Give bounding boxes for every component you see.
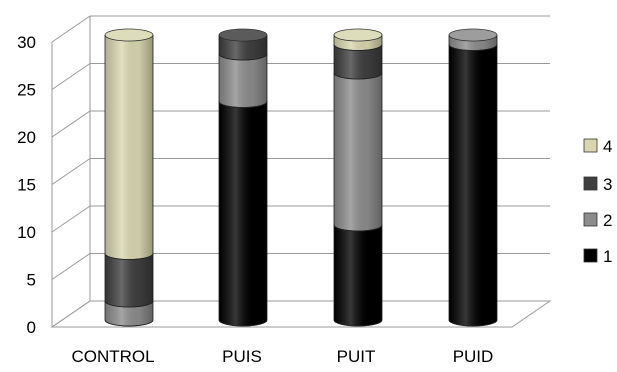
bar-segment-series-1	[333, 224, 383, 327]
y-tick-label: 25	[17, 81, 36, 100]
bar-segment-series-3	[218, 28, 268, 61]
gridline-side	[51, 253, 91, 280]
y-tick-label: 10	[17, 223, 36, 242]
legend-label: 3	[603, 175, 612, 194]
legend: 4 3 2 1	[583, 137, 612, 266]
cylinder-top-highlight	[219, 29, 267, 41]
segment-edge	[448, 44, 498, 51]
segment-shade	[219, 54, 267, 108]
y-tick-label: 30	[17, 33, 36, 52]
y-tick-label: 15	[17, 176, 36, 195]
bar-segment-series-3	[104, 253, 154, 308]
legend-label: 4	[603, 137, 612, 156]
bar-segment-series-1	[218, 101, 268, 327]
y-tick-label: 20	[17, 128, 36, 147]
legend-swatch	[583, 248, 598, 263]
legend-item-2: 2	[583, 211, 612, 230]
segment-edge	[333, 44, 383, 51]
cylinder-top-highlight	[449, 29, 497, 41]
segment-shade	[334, 44, 382, 79]
y-tick-label: 0	[27, 318, 36, 337]
gridline-side	[51, 205, 91, 233]
segment-shade	[334, 73, 382, 231]
legend-label: 1	[603, 247, 612, 266]
x-axis: CONTROL PUIS PUIT PUID	[71, 347, 493, 366]
segment-edge	[218, 101, 268, 108]
segment-edge	[104, 300, 154, 308]
x-tick-label: PUIS	[222, 347, 262, 366]
bar-segment-series-4	[104, 28, 154, 260]
gridline-side	[51, 63, 91, 90]
cylinder-top	[218, 28, 268, 42]
cylinder-top	[333, 28, 383, 42]
y-tick-label: 5	[27, 271, 36, 290]
chart-frame	[50, 15, 552, 328]
chart-floor	[50, 300, 552, 328]
segment-shade	[219, 101, 267, 326]
gridline-side	[51, 15, 91, 43]
x-tick-label: CONTROL	[71, 347, 154, 366]
segment-edge	[333, 72, 383, 80]
legend-item-3: 3	[583, 175, 612, 194]
gridline-side	[51, 158, 91, 185]
x-tick-label: PUIT	[337, 347, 376, 366]
bar-control	[104, 28, 154, 327]
bar-segment-series-2	[333, 72, 383, 232]
y-axis: 0 5 10 15 20 25 30	[17, 33, 36, 337]
segment-edge	[218, 53, 268, 61]
segment-edge	[333, 224, 383, 232]
legend-item-4: 4	[583, 137, 612, 156]
segment-edge	[104, 319, 154, 327]
segment-shade	[449, 44, 497, 326]
x-tick-label: PUID	[453, 347, 494, 366]
cylinder-top	[448, 28, 498, 42]
legend-swatch	[583, 176, 598, 191]
bar-puit	[333, 28, 383, 327]
segment-shade	[334, 225, 382, 326]
cylinder-top-highlight	[105, 29, 153, 41]
cylinder-top-highlight	[334, 29, 382, 41]
bar-segment-series-2	[448, 28, 498, 51]
segment-shade	[105, 35, 153, 260]
legend-label: 2	[603, 211, 612, 230]
segment-shade	[219, 35, 267, 60]
bar-puis	[218, 28, 268, 327]
segment-edge	[333, 319, 383, 327]
bar-segment-series-4	[333, 28, 383, 51]
legend-swatch	[583, 138, 598, 153]
gridline-side	[51, 110, 91, 138]
bar-segment-series-3	[333, 44, 383, 80]
segment-edge	[104, 253, 154, 260]
segment-shade	[105, 301, 153, 326]
bar-puid	[448, 28, 498, 327]
legend-swatch	[583, 212, 598, 227]
segment-edge	[448, 319, 498, 327]
legend-item-1: 1	[583, 247, 612, 266]
bar-area	[104, 28, 498, 327]
bar-segment-series-2	[218, 53, 268, 108]
bar-segment-series-2	[104, 300, 154, 327]
cylinder-top	[104, 28, 154, 42]
segment-edge	[218, 319, 268, 327]
segment-shade	[105, 253, 153, 307]
bar-segment-series-1	[448, 44, 498, 327]
